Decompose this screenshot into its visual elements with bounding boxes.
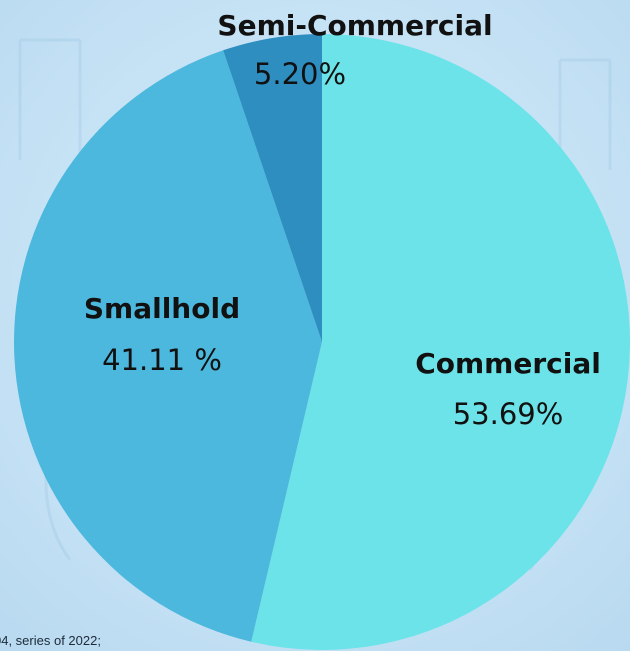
- pie-slice-semi-commercial: [223, 34, 322, 342]
- slice-label-semi-commercial: Semi-Commercial: [217, 9, 492, 42]
- slice-label-smallhold: Smallhold: [84, 292, 240, 325]
- pie-slice-smallhold: [13, 50, 322, 642]
- footnote: 04, series of 2022;: [0, 633, 101, 648]
- slice-label-commercial: Commercial: [415, 347, 601, 380]
- slice-value-smallhold: 41.11 %: [102, 343, 222, 377]
- pie-slices: [13, 34, 630, 650]
- slice-value-commercial: 53.69%: [453, 397, 564, 431]
- pie-slice-commercial: [251, 34, 630, 650]
- slice-value-semi-commercial: 5.20%: [254, 57, 346, 91]
